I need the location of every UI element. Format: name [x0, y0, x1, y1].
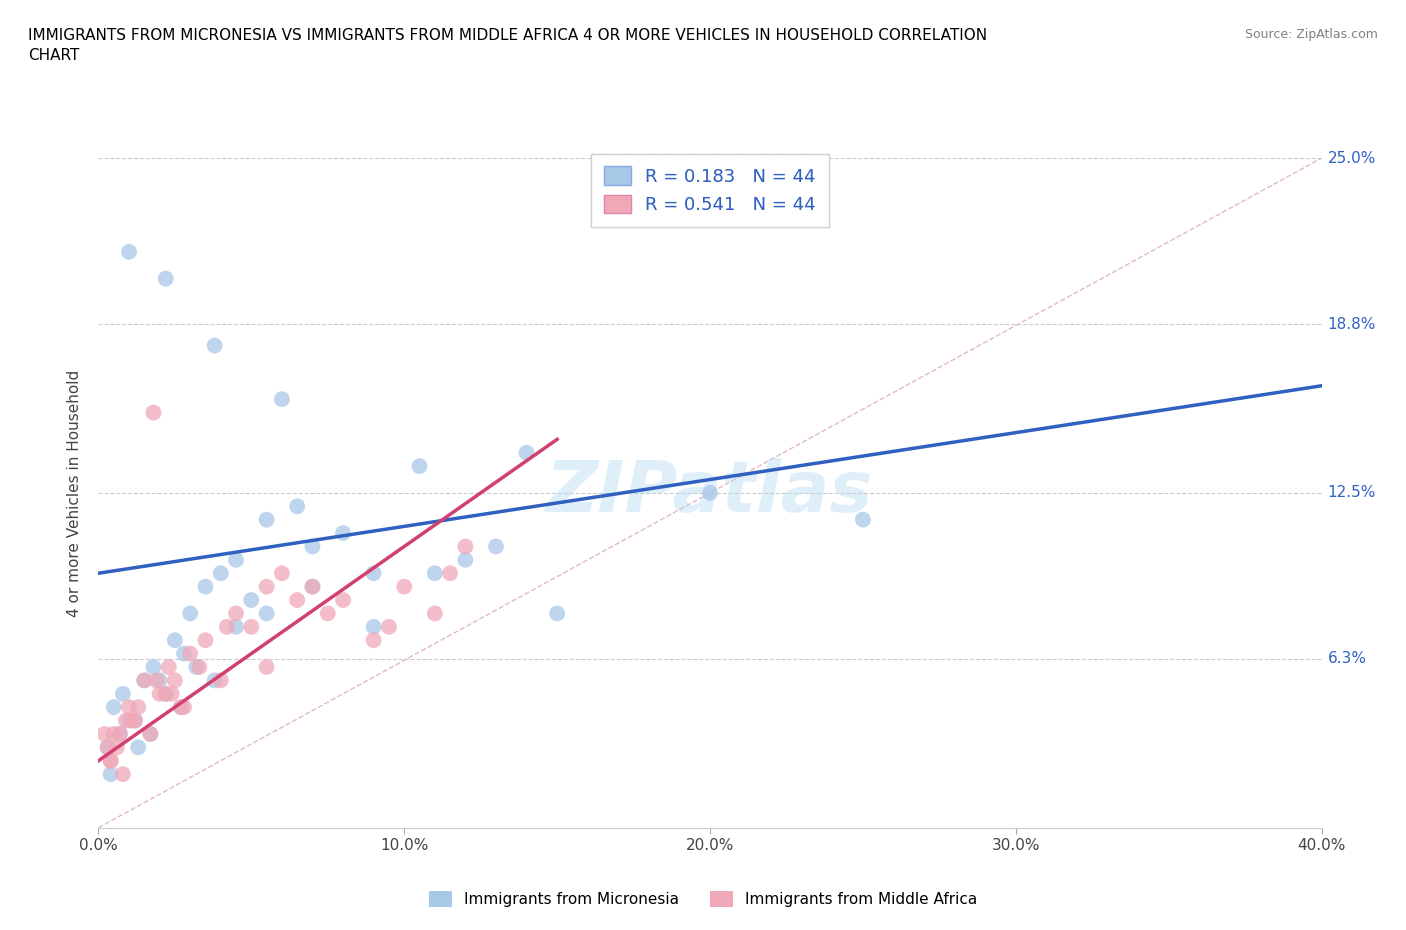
- Point: [188, 659, 211, 674]
- Point: [155, 686, 177, 701]
- Point: [454, 539, 477, 554]
- Point: [392, 579, 416, 594]
- Legend: R = 0.183   N = 44, R = 0.541   N = 44: R = 0.183 N = 44, R = 0.541 N = 44: [592, 153, 828, 227]
- Point: [124, 713, 146, 728]
- Point: [204, 673, 226, 688]
- Point: [163, 632, 186, 647]
- Point: [204, 339, 226, 353]
- Point: [142, 659, 165, 674]
- Point: [157, 659, 180, 674]
- Point: [194, 579, 217, 594]
- Point: [173, 699, 195, 714]
- Point: [121, 713, 143, 728]
- Point: [103, 699, 125, 714]
- Point: [160, 686, 183, 701]
- Point: [111, 766, 134, 781]
- Point: [124, 713, 146, 728]
- Point: [163, 673, 186, 688]
- Legend: Immigrants from Micronesia, Immigrants from Middle Africa: Immigrants from Micronesia, Immigrants f…: [423, 884, 983, 913]
- Y-axis label: 4 or more Vehicles in Household: 4 or more Vehicles in Household: [67, 369, 83, 617]
- Point: [332, 592, 354, 607]
- Point: [105, 740, 128, 755]
- Point: [118, 713, 141, 728]
- Point: [423, 606, 446, 621]
- Point: [225, 552, 247, 567]
- Text: 12.5%: 12.5%: [1327, 485, 1376, 500]
- Point: [127, 740, 149, 755]
- Point: [179, 606, 201, 621]
- Point: [145, 673, 167, 688]
- Point: [301, 579, 323, 594]
- Text: 18.8%: 18.8%: [1327, 316, 1376, 332]
- Point: [100, 766, 122, 781]
- Point: [97, 740, 120, 755]
- Point: [225, 606, 247, 621]
- Point: [134, 673, 156, 688]
- Point: [285, 498, 308, 513]
- Point: [170, 699, 193, 714]
- Point: [111, 686, 134, 701]
- Point: [108, 726, 131, 741]
- Point: [240, 592, 263, 607]
- Text: 25.0%: 25.0%: [1327, 151, 1376, 166]
- Point: [209, 673, 232, 688]
- Point: [134, 673, 156, 688]
- Point: [363, 632, 385, 647]
- Point: [139, 726, 162, 741]
- Point: [170, 699, 193, 714]
- Point: [186, 659, 208, 674]
- Point: [173, 646, 195, 661]
- Point: [256, 606, 278, 621]
- Point: [118, 245, 141, 259]
- Point: [240, 619, 263, 634]
- Point: [256, 579, 278, 594]
- Point: [118, 699, 141, 714]
- Point: [139, 726, 162, 741]
- Point: [408, 458, 430, 473]
- Point: [270, 392, 294, 406]
- Point: [103, 726, 125, 741]
- Point: [100, 753, 122, 768]
- Point: [256, 512, 278, 527]
- Text: ZIPatlas: ZIPatlas: [547, 458, 873, 527]
- Point: [209, 565, 232, 580]
- Point: [363, 619, 385, 634]
- Point: [439, 565, 461, 580]
- Point: [155, 272, 177, 286]
- Point: [179, 646, 201, 661]
- Point: [108, 726, 131, 741]
- Point: [423, 565, 446, 580]
- Point: [485, 539, 508, 554]
- Point: [127, 699, 149, 714]
- Point: [155, 686, 177, 701]
- Point: [852, 512, 875, 527]
- Point: [100, 753, 122, 768]
- Point: [301, 579, 323, 594]
- Point: [149, 673, 172, 688]
- Point: [256, 659, 278, 674]
- Text: IMMIGRANTS FROM MICRONESIA VS IMMIGRANTS FROM MIDDLE AFRICA 4 OR MORE VEHICLES I: IMMIGRANTS FROM MICRONESIA VS IMMIGRANTS…: [28, 28, 987, 62]
- Point: [301, 539, 323, 554]
- Point: [225, 619, 247, 634]
- Point: [215, 619, 238, 634]
- Point: [546, 606, 568, 621]
- Point: [516, 445, 538, 460]
- Point: [149, 686, 172, 701]
- Point: [332, 525, 354, 540]
- Point: [142, 405, 165, 420]
- Point: [270, 565, 294, 580]
- Point: [316, 606, 339, 621]
- Point: [285, 592, 308, 607]
- Point: [194, 632, 217, 647]
- Point: [699, 485, 721, 500]
- Point: [454, 552, 477, 567]
- Point: [363, 565, 385, 580]
- Point: [93, 726, 115, 741]
- Text: 6.3%: 6.3%: [1327, 651, 1367, 667]
- Text: Source: ZipAtlas.com: Source: ZipAtlas.com: [1244, 28, 1378, 41]
- Point: [115, 713, 138, 728]
- Point: [97, 740, 120, 755]
- Point: [378, 619, 401, 634]
